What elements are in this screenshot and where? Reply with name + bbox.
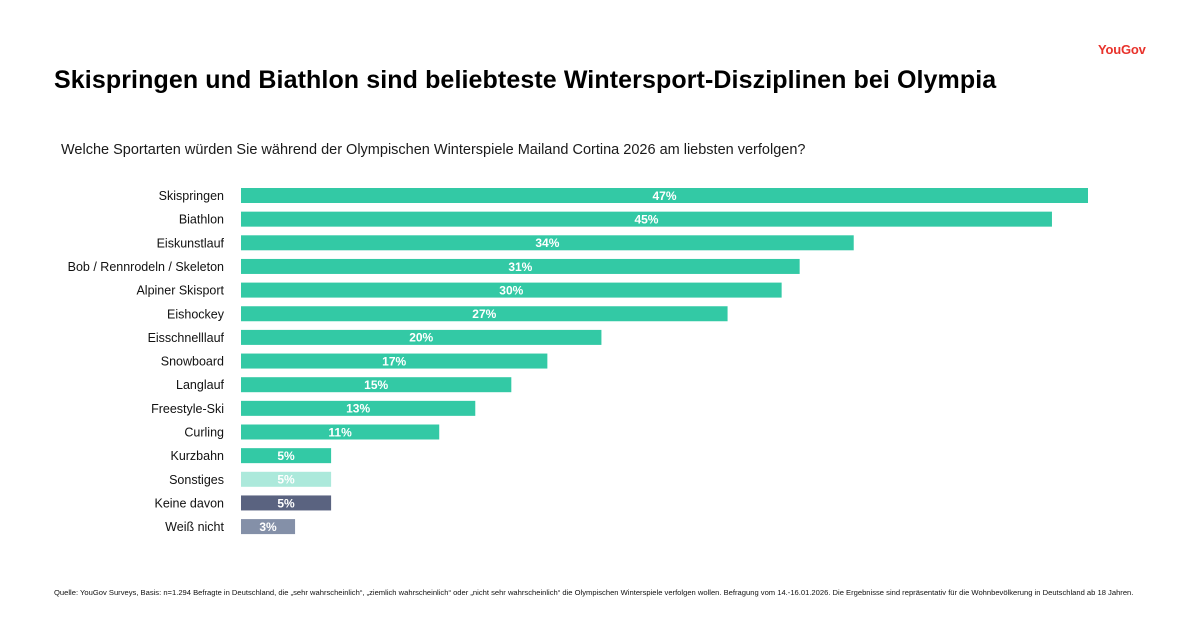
value-label: 5% xyxy=(277,496,295,510)
category-label: Sonstiges xyxy=(169,473,224,487)
bar xyxy=(241,211,1052,227)
bar xyxy=(241,306,728,322)
value-label: 5% xyxy=(277,449,295,463)
yougov-logo: YouGov xyxy=(1098,42,1146,57)
bar xyxy=(241,377,512,393)
value-label: 17% xyxy=(382,354,406,368)
value-label: 45% xyxy=(634,212,658,226)
category-label: Skispringen xyxy=(159,189,224,203)
chart-subtitle: Welche Sportarten würden Sie während der… xyxy=(61,142,806,158)
chart-title: Skispringen und Biathlon sind beliebtest… xyxy=(54,66,997,94)
category-label: Eishockey xyxy=(167,307,225,321)
source-note: Quelle: YouGov Surveys, Basis: n=1.294 B… xyxy=(54,588,1134,597)
category-label: Snowboard xyxy=(161,355,224,369)
value-label: 34% xyxy=(535,236,559,250)
bar xyxy=(241,353,548,369)
category-label: Biathlon xyxy=(179,213,224,227)
value-label: 47% xyxy=(652,189,676,203)
category-label: Kurzbahn xyxy=(170,449,224,463)
bar xyxy=(241,448,332,464)
value-label: 31% xyxy=(508,260,532,274)
value-label: 20% xyxy=(409,331,433,345)
category-label: Keine davon xyxy=(154,496,224,510)
value-label: 3% xyxy=(259,520,277,534)
category-label: Curling xyxy=(184,426,224,440)
bar xyxy=(241,519,296,535)
bar xyxy=(241,258,800,274)
value-label: 5% xyxy=(277,473,295,487)
bar xyxy=(241,400,476,416)
category-label: Bob / Rennrodeln / Skeleton xyxy=(68,260,224,274)
value-label: 27% xyxy=(472,307,496,321)
category-label: Weiß nicht xyxy=(165,520,224,534)
bar xyxy=(241,188,1088,203)
bar xyxy=(241,495,332,511)
category-label: Eiskunstlauf xyxy=(157,236,225,250)
category-label: Alpiner Skisport xyxy=(136,284,224,298)
value-label: 13% xyxy=(346,402,370,416)
bar xyxy=(241,282,782,298)
bars-group: Skispringen 47% Biathlon 45% Eiskunstlauf 34%… xyxy=(68,188,1088,535)
value-label: 11% xyxy=(328,425,352,439)
category-label: Freestyle-Ski xyxy=(151,402,224,416)
bar xyxy=(241,329,602,345)
bar xyxy=(241,471,332,487)
category-label: Langlauf xyxy=(176,378,224,392)
value-label: 30% xyxy=(499,283,523,297)
bar xyxy=(241,235,854,251)
category-label: Eisschnelllauf xyxy=(148,331,225,345)
value-label: 15% xyxy=(364,378,388,392)
bar xyxy=(241,424,440,440)
